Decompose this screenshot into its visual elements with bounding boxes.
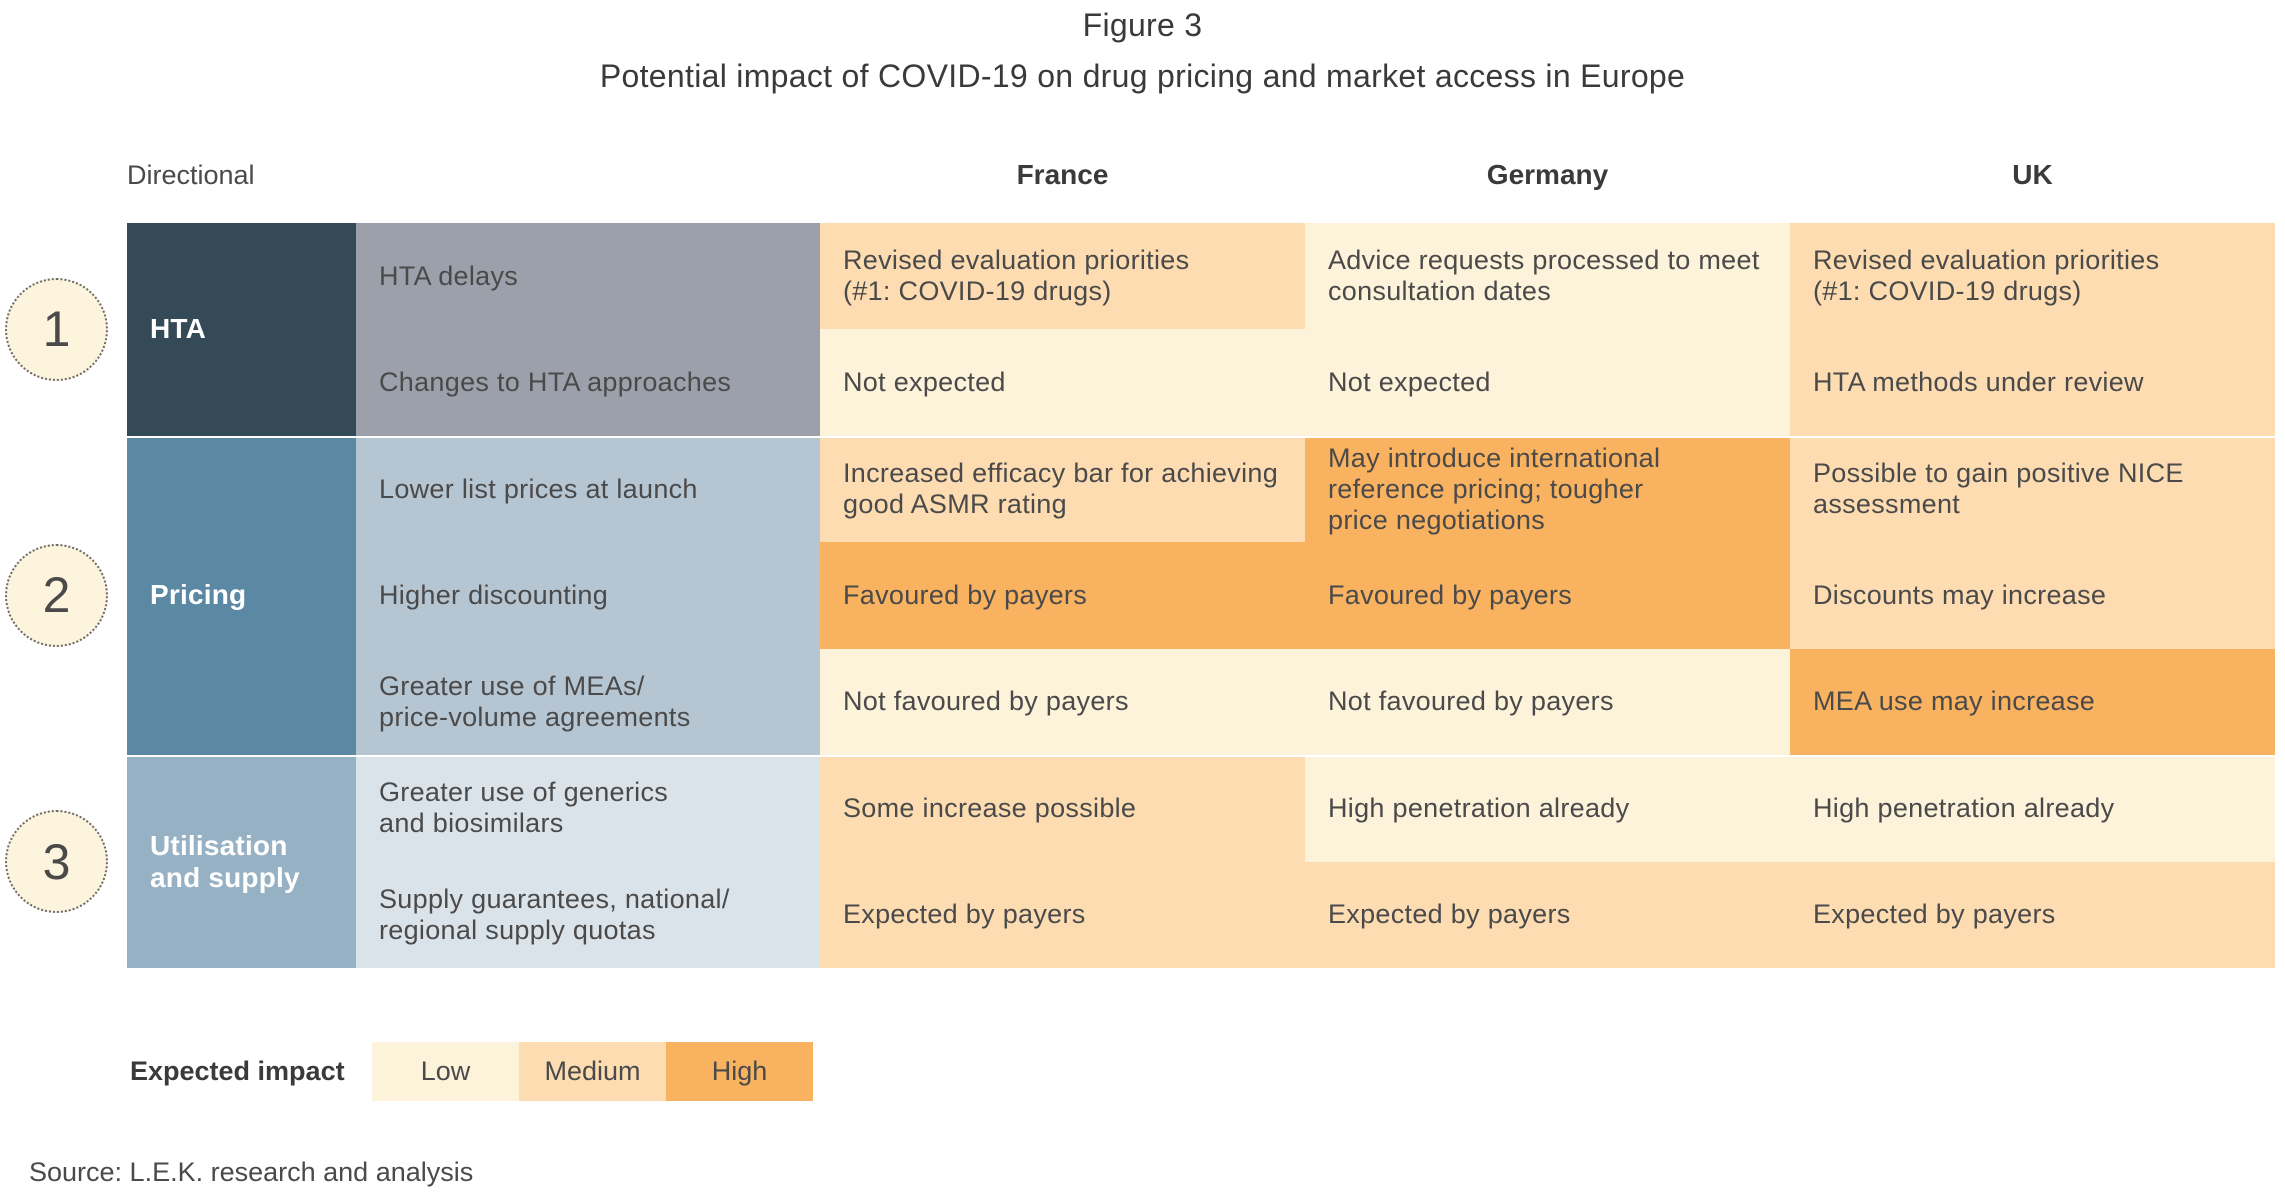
hta-approaches-uk-cell: HTA methods under review [1790,329,2275,436]
column-header-france: France [1016,159,1109,190]
legend-high: High [666,1042,813,1101]
row-label-hta-delays: HTA delays [356,223,820,330]
figure-label: Figure 3 [1082,7,1203,43]
impact-table: 1 HTA HTA delays Revised evaluation prio… [0,223,2275,968]
lower-list-prices-germany-cell: May introduce international reference pr… [1305,435,1790,543]
generics-germany-cell: High penetration already [1305,755,1790,862]
section-label-hta: HTA [127,223,356,436]
column-header-uk: UK [2012,159,2053,190]
legend-medium: Medium [519,1042,666,1101]
source-note: Source: L.E.K. research and analysis [29,1157,474,1187]
row-label-lower-list-prices: Lower list prices at launch [356,435,820,543]
hta-delays-uk-cell: Revised evaluation priorities (#1: COVID… [1790,223,2275,330]
legend: Low Medium High [372,1042,813,1101]
supply-guarantees-germany-cell: Expected by payers [1305,861,1790,968]
lower-list-prices-uk-cell: Possible to gain positive NICE assessmen… [1790,435,2275,543]
higher-discounting-france-cell: Favoured by payers [820,542,1305,649]
hta-approaches-france-cell: Not expected [820,329,1305,436]
column-header-germany: Germany [1486,159,1609,190]
legend-low: Low [372,1042,519,1101]
row-label-higher-discounting: Higher discounting [356,542,820,649]
higher-discounting-uk-cell: Discounts may increase [1790,542,2275,649]
row-label-hta-approaches: Changes to HTA approaches [356,329,820,436]
section-label-utilisation: Utilisation and supply [127,755,356,968]
row-label-supply-guarantees: Supply guarantees, national/ regional su… [356,861,820,968]
section-number-badge-1: 1 [5,277,108,381]
generics-uk-cell: High penetration already [1790,755,2275,862]
figure-title: Potential impact of COVID-19 on drug pri… [599,58,1686,94]
section-number-badge-2: 2 [5,543,108,647]
generics-france-cell: Some increase possible [820,755,1305,862]
hta-delays-germany-cell: Advice requests processed to meet consul… [1305,223,1790,330]
hta-approaches-germany-cell: Not expected [1305,329,1790,436]
meas-france-cell: Not favoured by payers [820,648,1305,756]
lower-list-prices-france-cell: Increased efficacy bar for achieving goo… [820,435,1305,543]
section-number-badge-3: 3 [5,810,108,914]
meas-germany-cell: Not favoured by payers [1305,648,1790,756]
row-label-generics: Greater use of generics and biosimilars [356,755,820,862]
directional-header: Directional [127,159,255,190]
supply-guarantees-uk-cell: Expected by payers [1790,861,2275,968]
meas-uk-cell: MEA use may increase [1790,648,2275,756]
legend-title: Expected impact [130,1056,345,1086]
higher-discounting-germany-cell: Favoured by payers [1305,542,1790,649]
hta-delays-france-cell: Revised evaluation priorities (#1: COVID… [820,223,1305,330]
table-header: Directional France Germany UK [0,150,2275,200]
row-label-meas: Greater use of MEAs/ price-volume agreem… [356,648,820,756]
section-label-pricing: Pricing [127,435,356,756]
supply-guarantees-france-cell: Expected by payers [820,861,1305,968]
